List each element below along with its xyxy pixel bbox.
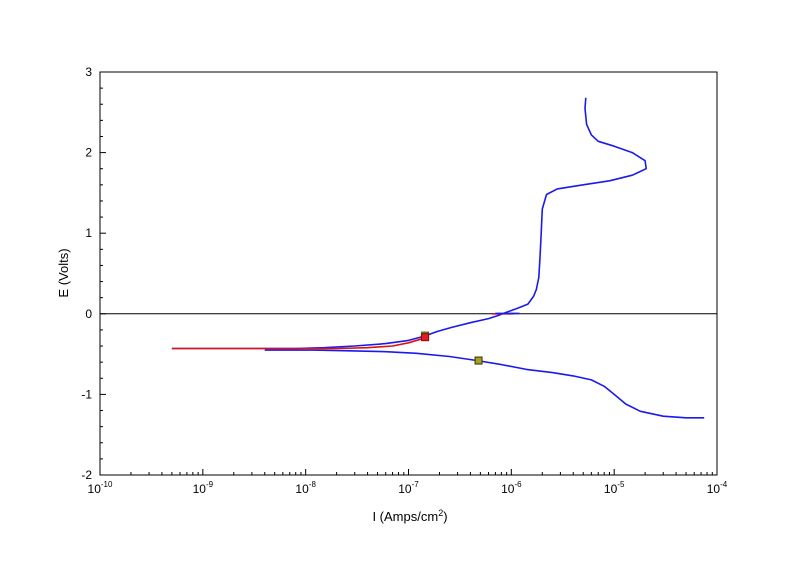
y-tick-label: 3 <box>85 65 92 79</box>
x-tick-label: 10-10 <box>88 480 113 496</box>
y-axis-ticks: -2 -1 0 1 2 3 <box>81 65 106 482</box>
y-axis-title: E (Volts) <box>56 248 71 297</box>
series-line-2 <box>264 349 705 419</box>
data-marker-3 <box>474 356 483 365</box>
x-axis-ticks: 10-10 10-9 10-8 10-7 10-6 10-5 10-4 <box>88 469 728 496</box>
x-axis-title: I (Amps/cm2) <box>372 508 447 524</box>
x-tick-label: 10-8 <box>295 480 316 496</box>
x-tick-label: 10-9 <box>193 480 214 496</box>
y-tick-label: 2 <box>85 146 92 160</box>
x-tick-label: 10-7 <box>398 480 419 496</box>
data-marker-2 <box>421 333 430 342</box>
x-tick-label: 10-4 <box>707 480 728 496</box>
y-tick-label: 1 <box>85 226 92 240</box>
series-line-3 <box>171 334 428 350</box>
marker-layer <box>421 331 483 365</box>
plot-frame <box>99 71 718 476</box>
y-tick-label: -2 <box>81 468 92 482</box>
y-tick-label: -1 <box>81 387 92 401</box>
x-tick-label: 10-5 <box>604 480 625 496</box>
series-line-1 <box>171 97 647 350</box>
y-tick-label: 0 <box>85 307 92 321</box>
series-layer <box>171 97 705 419</box>
x-tick-label: 10-6 <box>501 480 522 496</box>
